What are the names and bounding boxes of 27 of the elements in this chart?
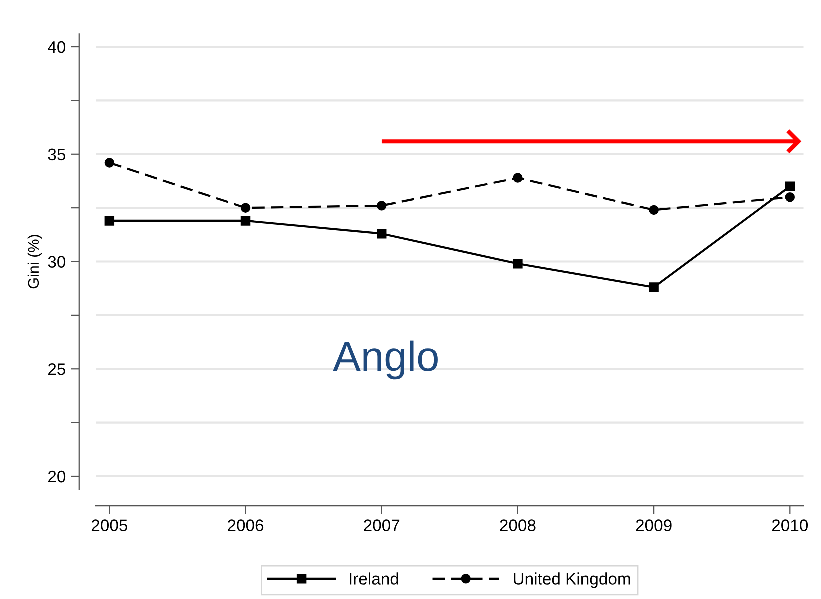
point — [649, 282, 659, 292]
x-tick-label: 2006 — [228, 520, 264, 532]
point — [513, 259, 523, 269]
point — [377, 201, 387, 211]
point — [377, 228, 387, 239]
x-tick-label: 2007 — [364, 520, 400, 532]
legend-label: Ireland — [350, 572, 398, 585]
x-tick-label: 2010 — [772, 520, 808, 532]
y-tick-label: 25 — [48, 364, 66, 376]
y-axis-title: Gini (%) — [28, 235, 42, 289]
x-tick-label: 2008 — [500, 520, 536, 532]
point — [785, 192, 796, 202]
point — [104, 216, 115, 226]
x-tick-label: 2009 — [636, 520, 672, 532]
point — [785, 182, 796, 192]
point — [649, 205, 659, 216]
point — [513, 173, 523, 183]
point — [104, 158, 115, 168]
y-tick-label: 20 — [48, 470, 66, 483]
annotation: Anglo — [333, 340, 438, 380]
y-tick-label: 35 — [48, 148, 66, 161]
y-tick-label: 30 — [48, 256, 66, 268]
point — [240, 203, 251, 213]
point — [240, 216, 251, 226]
y-tick-label: 40 — [48, 41, 66, 54]
x-tick-label: 2005 — [92, 520, 128, 532]
legend-label: United Kingdom — [514, 572, 630, 588]
